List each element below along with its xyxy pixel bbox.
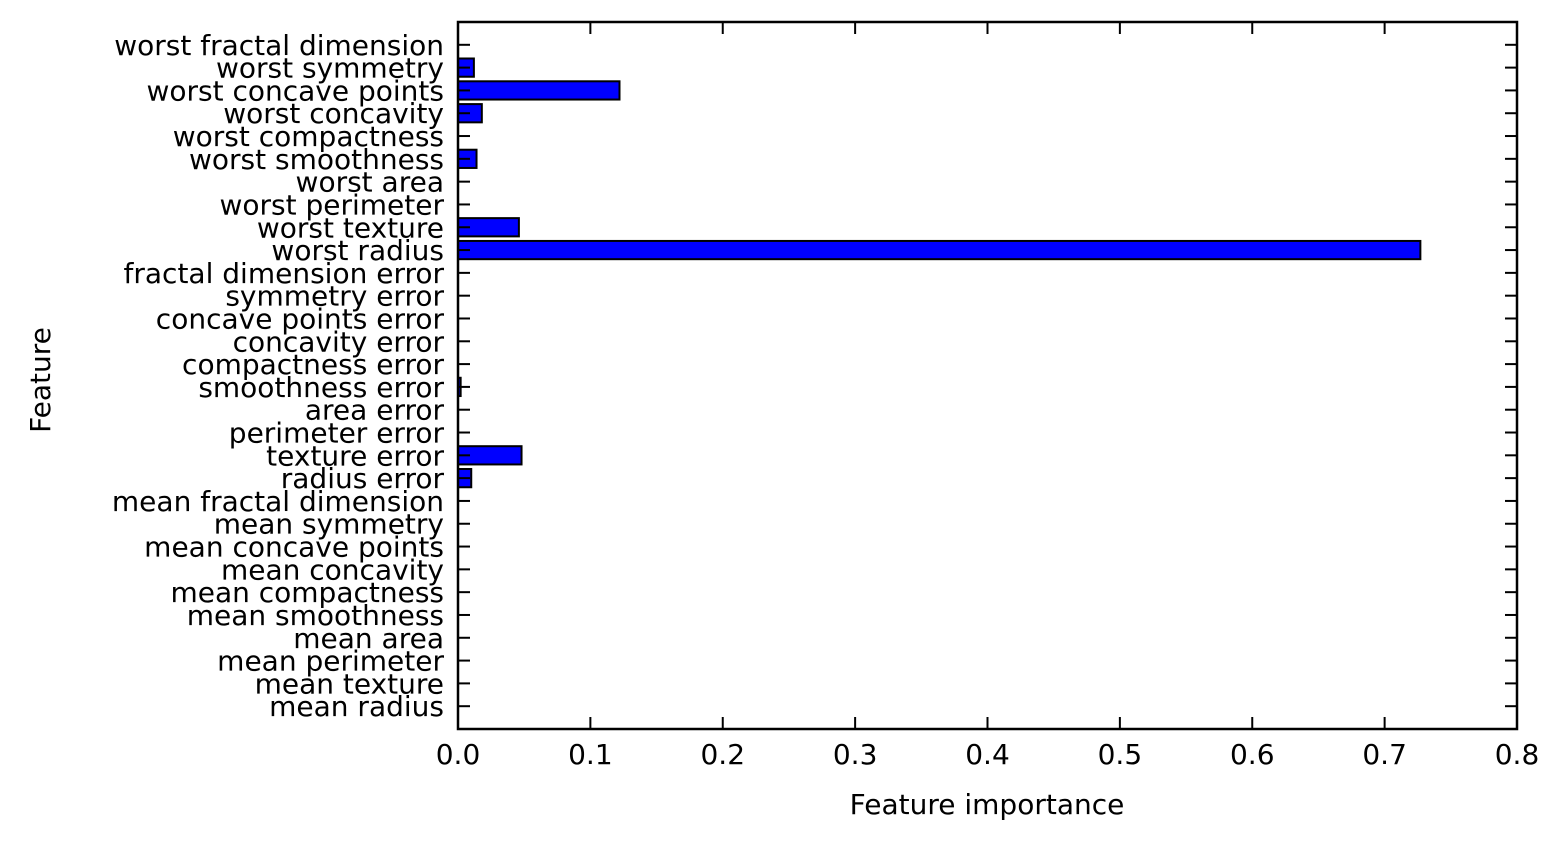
y-tick-label: worst compactness: [173, 120, 444, 153]
y-tick-label: fractal dimension error: [124, 257, 445, 290]
y-tick-label: mean compactness: [170, 576, 444, 609]
y-tick-label: concavity error: [233, 325, 445, 358]
y-tick-label: smoothness error: [198, 371, 444, 404]
x-tick-label: 0.7: [1362, 738, 1407, 771]
y-tick-label: perimeter error: [229, 417, 445, 450]
x-tick-label: 0.8: [1495, 738, 1540, 771]
bar-worst-radius: [457, 239, 1422, 261]
x-tick-label: 0.0: [436, 738, 481, 771]
x-axis-label: Feature importance: [850, 788, 1125, 821]
y-tick-label: concave points error: [156, 302, 445, 335]
y-tick-label: mean area: [293, 622, 444, 655]
y-tick-label: worst radius: [271, 234, 444, 267]
y-tick-label: mean perimeter: [217, 645, 444, 678]
y-tick-label: mean concave points: [144, 531, 444, 564]
x-tick-label: 0.5: [1098, 738, 1143, 771]
x-ticks-group: 0.0 0.1 0.2 0.3 0.4 0.5 0.6 0.7 0.8: [436, 22, 1540, 771]
y-tick-label: mean symmetry: [214, 508, 444, 541]
y-tick-label: radius error: [281, 462, 445, 495]
y-tick-label: texture error: [266, 439, 444, 472]
y-tick-label: symmetry error: [225, 280, 444, 313]
y-tick-label: worst fractal dimension: [114, 29, 444, 62]
y-tick-label: area error: [305, 394, 445, 427]
y-tick-label: worst perimeter: [219, 188, 444, 221]
bar-worst-concave-points: [457, 80, 621, 101]
y-tick-label: worst concavity: [223, 97, 444, 130]
y-tick-label: worst symmetry: [216, 52, 444, 85]
y-tick-label: mean concavity: [221, 553, 444, 586]
x-tick-label: 0.6: [1230, 738, 1275, 771]
y-tick-label: mean fractal dimension: [112, 485, 444, 518]
y-tick-label: worst concave points: [146, 74, 444, 107]
x-tick-label: 0.3: [833, 738, 878, 771]
y-tick-label: worst texture: [257, 211, 444, 244]
x-tick-label: 0.2: [700, 738, 745, 771]
plot-frame: [456, 20, 1519, 731]
y-tick-label: mean radius: [269, 690, 444, 723]
x-tick-label: 0.4: [965, 738, 1010, 771]
y-tick-label: mean texture: [255, 667, 444, 700]
y-tick-label: worst smoothness: [189, 143, 444, 176]
y-tick-label: worst area: [296, 166, 444, 199]
bars-group: [457, 57, 1422, 489]
x-tick-label: 0.1: [568, 738, 613, 771]
y-axis-label: Feature: [24, 327, 57, 433]
y-tick-label: compactness error: [182, 348, 444, 381]
y-tick-label: mean smoothness: [187, 599, 444, 632]
